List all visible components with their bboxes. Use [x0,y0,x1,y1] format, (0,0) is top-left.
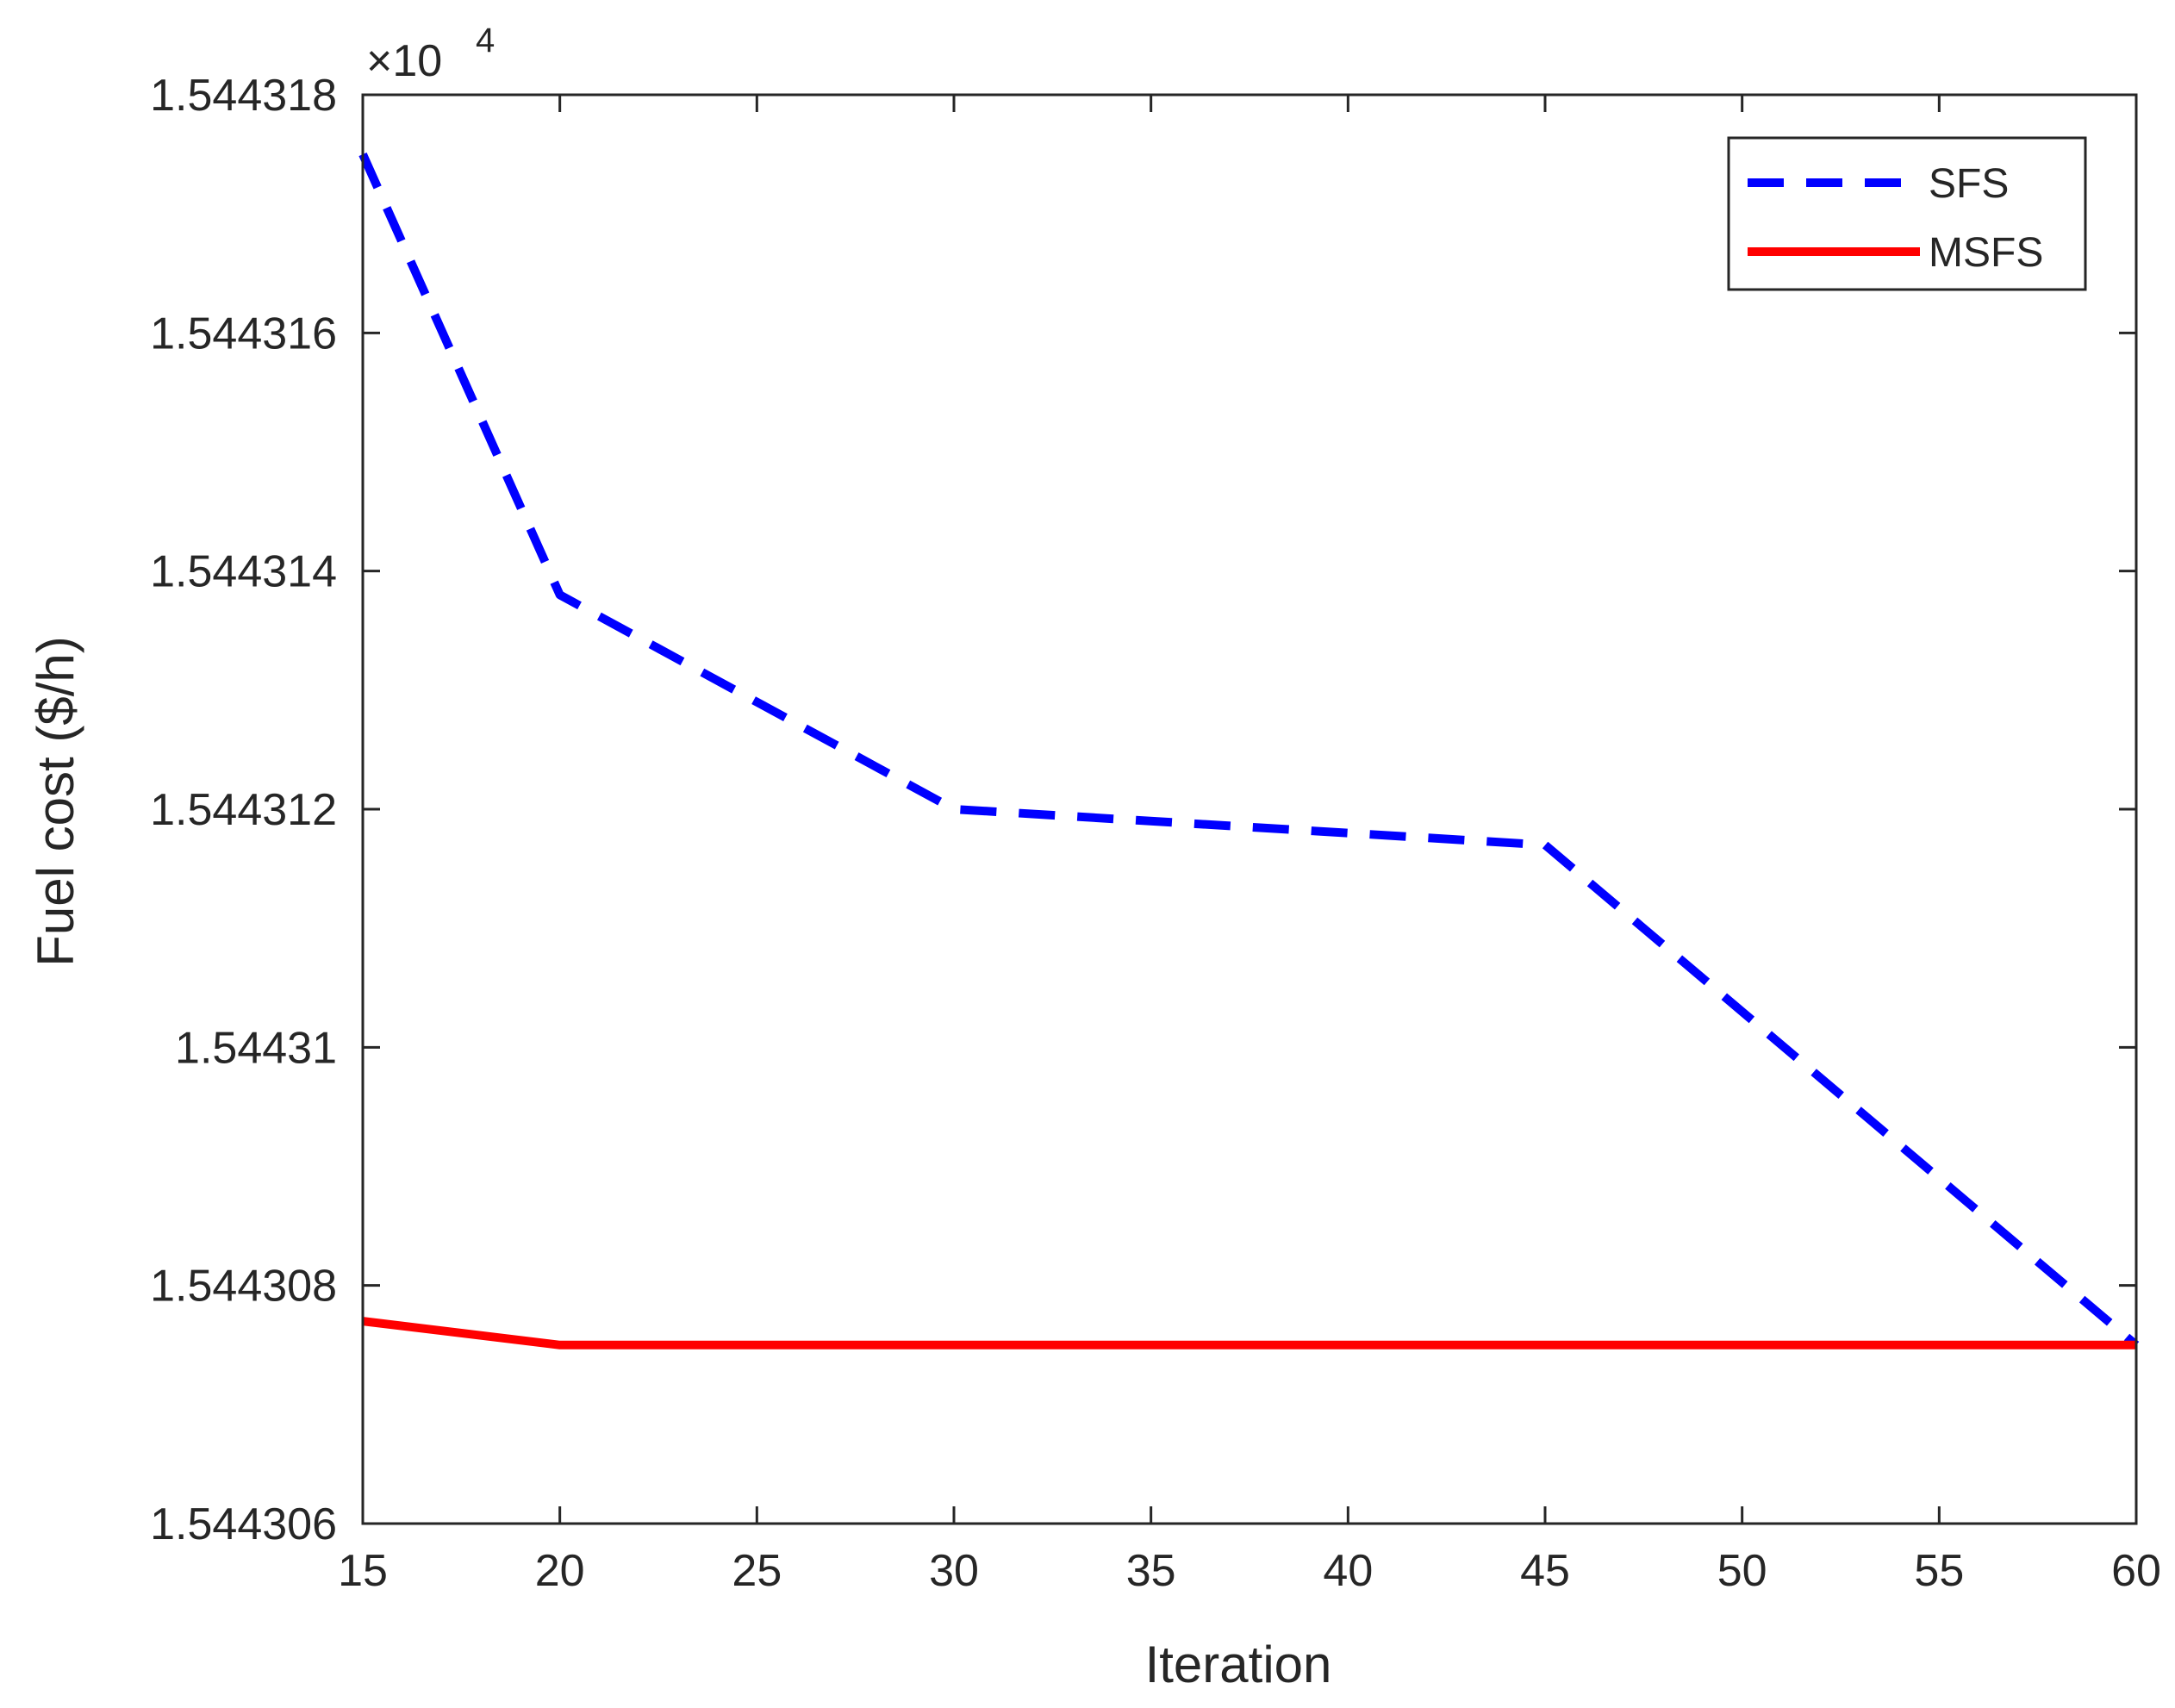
series-line-msfs [362,1317,2136,1350]
legend-label-sfs: SFS [1929,161,2009,207]
y-exponent-power: 4 [476,22,495,59]
legend: SFS MSFS [1727,136,2087,291]
y-tick-label: 1.544318 [150,71,337,121]
x-tick-label: 30 [929,1546,979,1596]
ticks-layer: 15 20 25 30 35 40 45 50 55 60 1.544306 1.544308 1.54… [150,71,2161,1596]
x-tick-label: 25 [732,1546,782,1596]
x-tick-label: 60 [2111,1546,2161,1596]
series-line-sfs [358,153,2140,1349]
y-tick-label: 1.544312 [150,785,337,835]
y-tick-label: 1.544314 [150,547,337,597]
y-axis-title: Fuel cost ($/h) [27,636,84,966]
x-tick-label: 50 [1717,1546,1767,1596]
x-tick-label: 15 [338,1546,388,1596]
series-layer [358,153,2140,1350]
legend-box [1727,136,2087,291]
y-tick-label: 1.54431 [175,1023,337,1073]
x-tick-label: 40 [1323,1546,1373,1596]
y-exponent-base: ×10 [366,36,442,86]
x-tick-label: 45 [1520,1546,1570,1596]
y-exponent-label: ×10 4 [366,22,495,86]
y-tick-label: 1.544308 [150,1262,337,1312]
y-tick-label: 1.544306 [150,1499,337,1549]
plot-area [363,95,2136,1524]
x-axis-title: Iteration [1145,1636,1332,1693]
x-tick-label: 55 [1914,1546,1964,1596]
x-tick-label: 35 [1126,1546,1176,1596]
plot-background [363,95,2136,1524]
y-tick-label: 1.544316 [150,309,337,358]
x-tick-label: 20 [535,1546,585,1596]
legend-label-msfs: MSFS [1929,230,2043,276]
